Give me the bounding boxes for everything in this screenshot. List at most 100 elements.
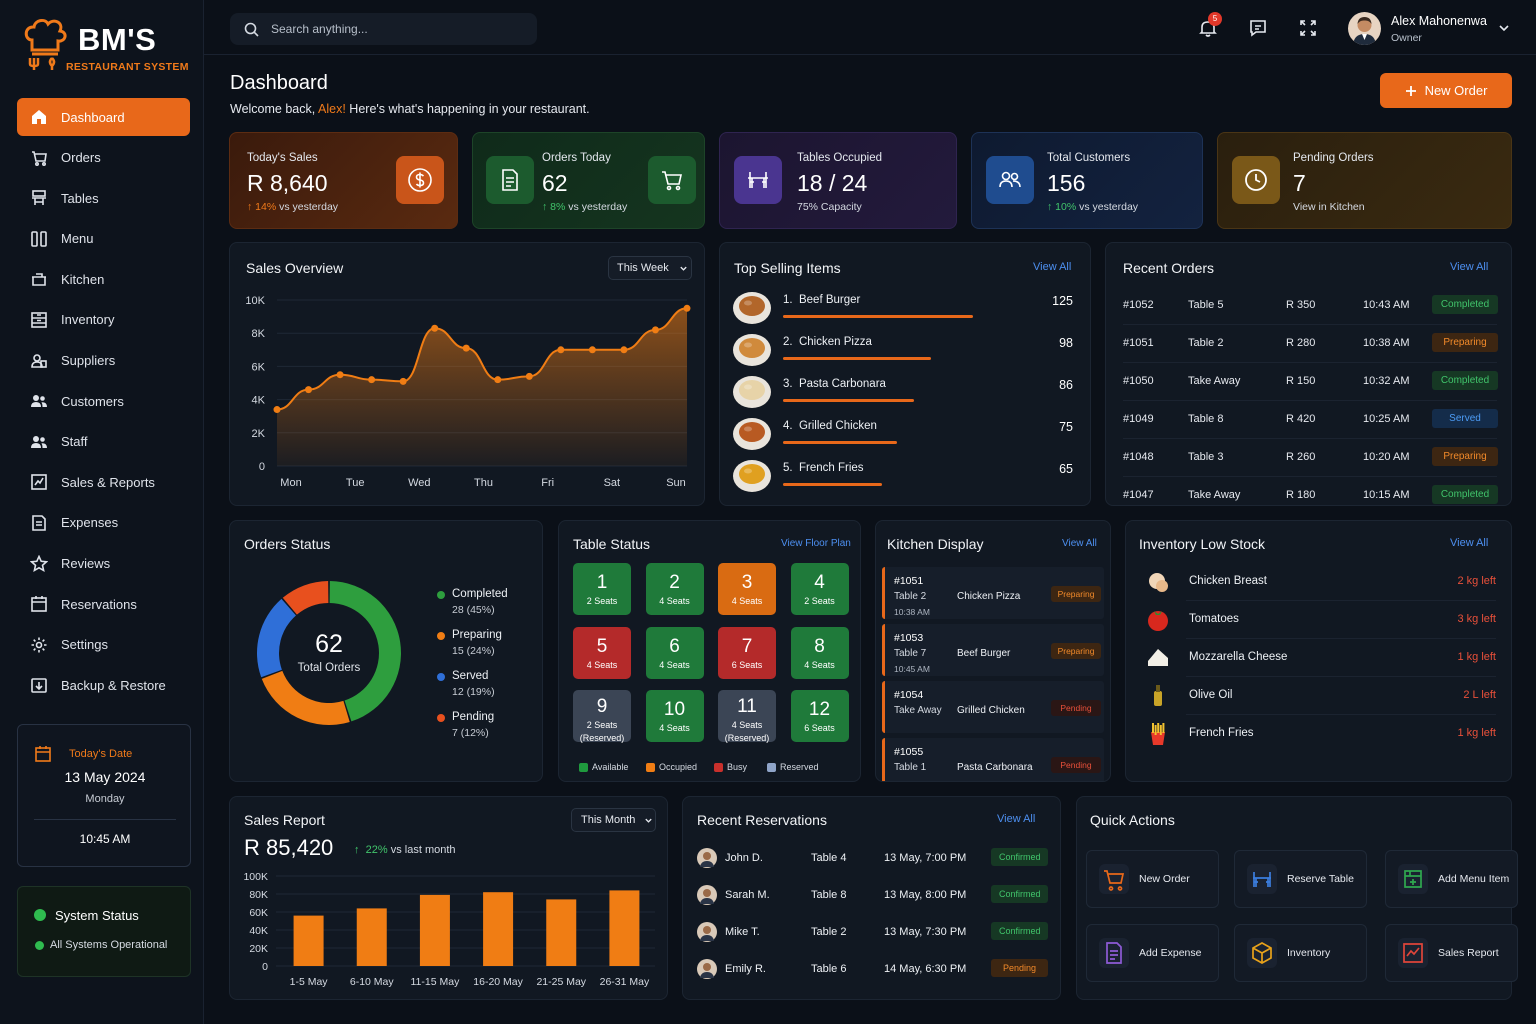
table-tile[interactable]: 9 2 Seats (Reserved)	[573, 690, 631, 743]
kpi-tables-occupied[interactable]: Tables Occupied 18 / 24 75% Capacity	[719, 132, 957, 229]
table-row[interactable]: #1052 Table 5 R 350 10:43 AM Completed	[1106, 287, 1511, 325]
sidebar-item-dashboard[interactable]: Dashboard	[17, 98, 190, 136]
sidebar-item-inventory[interactable]: Inventory	[17, 301, 190, 339]
top-item-row[interactable]: 1. Beef Burger 125	[720, 289, 1092, 329]
user-menu[interactable]: Alex Mahonenwa Owner	[1348, 12, 1513, 46]
notifications-button[interactable]: 5	[1198, 12, 1222, 38]
kitchen-ticket[interactable]: #1054 Take Away Grilled Chicken Pending	[882, 681, 1104, 733]
kitchen-ticket[interactable]: #1055 Table 1 Pasta Carbonara Pending	[882, 738, 1104, 781]
kitchen-view-all[interactable]: View All	[1062, 538, 1097, 549]
add-menu-icon	[1404, 870, 1422, 888]
table-tile[interactable]: 6 4 Seats	[645, 626, 704, 679]
quick-action-add-expense[interactable]: Add Expense	[1086, 924, 1219, 982]
ingredient-name: Chicken Breast	[1189, 575, 1267, 587]
fullscreen-button[interactable]	[1298, 18, 1318, 38]
table-seats: 4 Seats	[804, 659, 835, 670]
table-tile[interactable]: 1 2 Seats	[573, 563, 631, 615]
table-tile[interactable]: 4 2 Seats	[790, 563, 849, 615]
sidebar-item-reservations[interactable]: Reservations	[17, 585, 190, 623]
inventory-row[interactable]: Olive Oil 2 L left	[1126, 680, 1513, 716]
recent-orders-view-all[interactable]: View All	[1450, 261, 1489, 273]
table-tile[interactable]: 2 4 Seats	[645, 563, 704, 615]
sidebar-item-menu[interactable]: Menu	[17, 220, 190, 258]
top-item-row[interactable]: 4. Grilled Chicken 75	[720, 415, 1092, 455]
table-tile[interactable]: 5 4 Seats	[573, 626, 631, 679]
top-item-row[interactable]: 3. Pasta Carbonara 86	[720, 373, 1092, 413]
x-tick-label: Mon	[280, 477, 301, 489]
inventory-row[interactable]: Tomatoes 3 kg left	[1126, 604, 1513, 640]
icon-path	[1252, 942, 1272, 964]
table-row[interactable]: #1051 Table 2 R 280 10:38 AM Preparing	[1106, 325, 1511, 363]
kpi-orders-today[interactable]: Orders Today 62 ↑ 8% vs yesterday	[472, 132, 705, 229]
table-tile[interactable]: 8 4 Seats	[790, 626, 849, 679]
table-tile[interactable]: 12 6 Seats	[790, 690, 849, 742]
kpi-value: 7	[1293, 170, 1306, 196]
report-period-select[interactable]: This Month	[571, 808, 656, 832]
reservation-row[interactable]: Emily R. Table 6 14 May, 6:30 PM Pending	[683, 954, 1062, 984]
new-order-button[interactable]: New Order	[1380, 73, 1512, 108]
quick-action-sales-report[interactable]: Sales Report	[1385, 924, 1518, 982]
sidebar-item-expenses[interactable]: Expenses	[17, 504, 190, 542]
search-input[interactable]	[271, 22, 511, 36]
kpi-value: 62	[542, 170, 568, 196]
ticket-location: Table 7	[894, 648, 927, 659]
sidebar-item-settings[interactable]: Settings	[17, 626, 190, 664]
top-selling-view-all[interactable]: View All	[1033, 261, 1072, 273]
table-tile[interactable]: 3 4 Seats	[718, 563, 776, 615]
table-row[interactable]: #1049 Table 8 R 420 10:25 AM Served	[1106, 401, 1511, 439]
inventory-row[interactable]: French Fries 1 kg left	[1126, 718, 1513, 754]
recent-orders-title: Recent Orders	[1123, 260, 1215, 276]
row-divider	[1123, 324, 1497, 325]
reservation-row[interactable]: Mike T. Table 2 13 May, 7:30 PM Confirmed	[683, 917, 1062, 947]
view-floor-plan-link[interactable]: View Floor Plan	[781, 538, 851, 549]
inventory-view-all[interactable]: View All	[1450, 537, 1489, 549]
search-bar[interactable]	[230, 13, 537, 45]
quick-action-inventory[interactable]: Inventory	[1234, 924, 1367, 982]
sidebar-item-sales-reports[interactable]: Sales & Reports	[17, 463, 190, 501]
sidebar-item-reviews[interactable]: Reviews	[17, 545, 190, 583]
table-tile[interactable]: 10 4 Seats	[645, 690, 704, 742]
sidebar-item-suppliers[interactable]: Suppliers	[17, 342, 190, 380]
top-item-name: 2. Chicken Pizza	[783, 336, 872, 348]
sales-report-title: Sales Report	[244, 812, 325, 828]
period-select[interactable]: This Week	[608, 256, 692, 280]
table-tile[interactable]: 11 4 Seats (Reserved)	[718, 690, 776, 743]
table-tile[interactable]: 7 6 Seats	[718, 626, 776, 679]
reservation-row[interactable]: John D. Table 4 13 May, 7:00 PM Confirmed	[683, 843, 1062, 873]
table-row[interactable]: #1050 Take Away R 150 10:32 AM Completed	[1106, 363, 1511, 401]
kpi-todays-sales[interactable]: Today's Sales R 8,640 ↑ 14% vs yesterday	[229, 132, 458, 229]
kitchen-ticket[interactable]: #1051 Table 2 10:38 AM Chicken Pizza Prepari…	[882, 567, 1104, 619]
table-seats: 2 Seats	[804, 596, 835, 606]
inventory-row[interactable]: Chicken Breast 2 kg left	[1126, 566, 1513, 602]
messages-button[interactable]	[1248, 18, 1268, 38]
reservations-view-all[interactable]: View All	[997, 813, 1036, 825]
sidebar-item-tables[interactable]: Tables	[17, 179, 190, 217]
table-row[interactable]: #1048 Table 3 R 260 10:20 AM Preparing	[1106, 439, 1511, 477]
kpi-pending-orders[interactable]: Pending Orders 7 View in Kitchen	[1217, 132, 1512, 229]
top-item-row[interactable]: 2. Chicken Pizza 98	[720, 331, 1092, 371]
reservation-row[interactable]: Sarah M. Table 8 13 May, 8:00 PM Confirmed	[683, 880, 1062, 910]
sidebar-item-customers[interactable]: Customers	[17, 382, 190, 420]
quick-action-new-order[interactable]: New Order	[1086, 850, 1219, 908]
status-dot	[35, 941, 44, 950]
sidebar-item-kitchen[interactable]: Kitchen	[17, 260, 190, 298]
quick-action-add-menu-item[interactable]: Add Menu Item	[1385, 850, 1518, 908]
ingredient-name: French Fries	[1189, 727, 1254, 739]
quick-action-reserve-table[interactable]: Reserve Table	[1234, 850, 1367, 908]
data-point	[620, 346, 628, 354]
sidebar-item-orders[interactable]: Orders	[17, 139, 190, 177]
kpi-total-customers[interactable]: Total Customers 156 ↑ 10% vs yesterday	[971, 132, 1203, 229]
kpi-sub: 75% Capacity	[797, 201, 862, 213]
sidebar: BM'S RESTAURANT SYSTEM Dashboard Orders …	[0, 0, 204, 1024]
top-item-row[interactable]: 5. French Fries 65	[720, 457, 1092, 497]
inventory-row[interactable]: Mozzarella Cheese 1 kg left	[1126, 642, 1513, 678]
kitchen-ticket[interactable]: #1053 Table 7 10:45 AM Beef Burger Preparing	[882, 624, 1104, 676]
kitchen-title: Kitchen Display	[887, 536, 984, 552]
table-row[interactable]: #1047 Take Away R 180 10:15 AM Completed	[1106, 477, 1511, 505]
ingredient-icon	[1148, 649, 1168, 666]
sidebar-item-backup[interactable]: Backup & Restore	[17, 666, 190, 704]
ingredient-icon	[1148, 611, 1168, 631]
icon-wrap	[1398, 938, 1428, 968]
sidebar-item-staff[interactable]: Staff	[17, 423, 190, 461]
kpi-change-text: vs yesterday	[568, 201, 628, 213]
